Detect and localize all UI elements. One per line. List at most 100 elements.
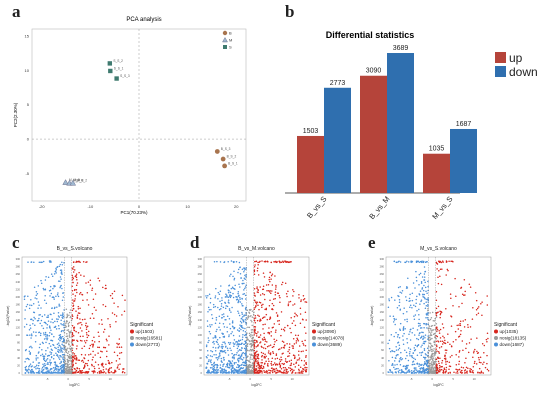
volcano-point-nosig bbox=[246, 338, 249, 340]
volcano-point-down bbox=[398, 360, 401, 362]
volcano-point-down bbox=[43, 362, 46, 365]
volcano-ytick-label: 20 bbox=[17, 363, 20, 367]
volcano-point-down bbox=[387, 342, 389, 345]
volcano-point-down bbox=[62, 296, 65, 298]
volcano-point-down bbox=[421, 331, 423, 333]
volcano-point-up bbox=[435, 358, 438, 361]
volcano-point-up bbox=[275, 339, 278, 342]
volcano-point-down bbox=[399, 328, 401, 330]
volcano-point-down bbox=[48, 342, 51, 345]
volcano-point-down bbox=[242, 351, 245, 354]
volcano-point-up bbox=[297, 334, 300, 337]
volcano-point-up bbox=[267, 358, 270, 360]
volcano-point-up bbox=[78, 359, 81, 361]
volcano-point-down bbox=[219, 366, 222, 369]
volcano-point-down-capped bbox=[223, 261, 225, 264]
volcano-point-nosig bbox=[65, 308, 68, 310]
volcano-ytick-label: 280 bbox=[16, 265, 21, 269]
volcano-point-down bbox=[61, 323, 63, 326]
volcano-point-down bbox=[419, 324, 421, 327]
volcano-point-down bbox=[228, 335, 230, 338]
volcano-point-down bbox=[418, 332, 421, 335]
volcano-point-down bbox=[401, 370, 404, 373]
volcano-point-down-capped bbox=[27, 261, 29, 263]
volcano-point-up bbox=[96, 371, 99, 374]
volcano-point-down bbox=[206, 371, 208, 374]
volcano-point-down bbox=[403, 365, 405, 367]
volcano-point-up bbox=[268, 305, 271, 307]
volcano-point-up bbox=[85, 326, 88, 328]
volcano-point-up bbox=[259, 318, 262, 320]
volcano-point-down bbox=[404, 365, 407, 368]
volcano-point-up bbox=[294, 334, 297, 336]
volcano-point-up bbox=[437, 340, 439, 342]
volcano-point-nosig bbox=[68, 334, 71, 337]
volcano-point-nosig bbox=[431, 369, 433, 372]
volcano-point-down bbox=[30, 298, 32, 301]
volcano-point-up bbox=[81, 340, 83, 342]
volcano-point-down bbox=[207, 337, 210, 339]
volcano-point-up bbox=[79, 291, 82, 294]
volcano-point-up bbox=[87, 330, 90, 333]
volcano-point-nosig bbox=[428, 362, 431, 365]
volcano-point-down bbox=[236, 341, 239, 343]
volcano-point-up bbox=[437, 370, 440, 372]
volcano-point-down bbox=[50, 292, 53, 295]
volcano-point-down bbox=[414, 368, 416, 371]
volcano-point-down bbox=[241, 326, 243, 329]
volcano-point-up bbox=[101, 350, 103, 353]
volcano-point-down bbox=[420, 354, 423, 356]
bar-down-M_vs_S bbox=[450, 128, 477, 193]
volcano-point-nosig bbox=[430, 355, 432, 357]
bar-up-B_vs_M bbox=[360, 75, 387, 193]
volcano-point-down bbox=[238, 314, 241, 317]
volcano-point-up bbox=[462, 367, 465, 369]
volcano-point-nosig bbox=[250, 339, 253, 342]
volcano-point-down bbox=[394, 323, 396, 326]
volcano-point-up bbox=[443, 357, 446, 360]
volcano-point-up bbox=[111, 361, 113, 364]
volcano-point-up bbox=[267, 362, 269, 365]
volcano-point-up bbox=[261, 354, 264, 357]
volcano-point-down bbox=[423, 348, 426, 350]
volcano-point-down bbox=[219, 300, 221, 302]
volcano-point-up bbox=[480, 361, 482, 364]
volcano-point-up-capped bbox=[437, 260, 440, 262]
volcano-point-up bbox=[470, 368, 473, 371]
volcano-point-down bbox=[222, 350, 224, 353]
volcano-point-up bbox=[276, 357, 279, 360]
volcano-point-nosig bbox=[65, 339, 68, 341]
volcano-point-nosig bbox=[70, 315, 72, 318]
volcano-point-down bbox=[49, 351, 51, 353]
volcano-point-nosig bbox=[251, 344, 253, 346]
volcano-point-down bbox=[226, 347, 229, 349]
volcano-point-up-capped bbox=[264, 260, 267, 263]
volcano-point-down bbox=[44, 333, 47, 336]
volcano-point-down bbox=[45, 302, 48, 305]
volcano-point-down bbox=[36, 292, 39, 295]
volcano-point-down bbox=[242, 329, 245, 332]
pca-legend-label: S bbox=[229, 45, 232, 50]
volcano-point-up bbox=[475, 308, 478, 311]
volcano-point-down bbox=[56, 266, 58, 269]
volcano-point-down bbox=[212, 368, 214, 370]
volcano-point-down bbox=[226, 326, 228, 328]
volcano-point-up bbox=[71, 333, 74, 336]
volcano-point-up bbox=[300, 299, 302, 301]
volcano-point-up bbox=[254, 369, 257, 371]
volcano-point-down bbox=[41, 348, 43, 351]
volcano-point-up bbox=[455, 368, 457, 371]
volcano-point-down bbox=[392, 315, 395, 317]
volcano-point-nosig bbox=[67, 329, 70, 331]
volcano-point-down bbox=[61, 314, 64, 317]
volcano-point-down bbox=[238, 365, 240, 368]
volcano-point-down bbox=[397, 333, 400, 336]
volcano-point-down bbox=[395, 349, 398, 351]
volcano-point-up bbox=[260, 355, 263, 358]
volcano-point-nosig bbox=[246, 349, 249, 351]
volcano-point-up bbox=[254, 301, 257, 303]
volcano-point-up bbox=[467, 351, 470, 354]
volcano-point-up bbox=[72, 299, 74, 301]
volcano-point-down bbox=[223, 315, 225, 318]
volcano-point-up bbox=[305, 301, 308, 303]
